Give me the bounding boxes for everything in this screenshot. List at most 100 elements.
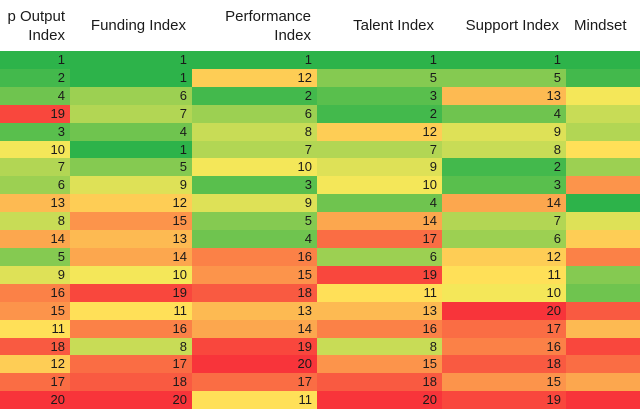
cell-talent-index: 9 — [317, 158, 442, 177]
cell-mindset — [566, 319, 640, 338]
cell-output-index: 7 — [0, 158, 70, 177]
cell-mindset — [566, 158, 640, 177]
cell-funding-index: 17 — [70, 355, 192, 374]
cell-funding-index: 6 — [70, 86, 192, 105]
cell-output-index: 11 — [0, 319, 70, 338]
table-row: 5 14 16 6 12 — [0, 247, 640, 266]
cell-funding-index: 5 — [70, 158, 192, 177]
cell-mindset — [566, 337, 640, 356]
cell-mindset — [566, 194, 640, 213]
cell-funding-index: 11 — [70, 301, 192, 320]
cell-mindset — [566, 391, 640, 410]
cell-talent-index: 11 — [317, 283, 442, 302]
table-row: 12 17 20 15 18 — [0, 355, 640, 374]
cell-support-index: 2 — [442, 158, 566, 177]
cell-output-index: 4 — [0, 86, 70, 105]
cell-support-index: 16 — [442, 337, 566, 356]
cell-funding-index: 8 — [70, 337, 192, 356]
table-row: 20 20 11 20 19 — [0, 391, 640, 410]
cell-performance-index: 13 — [192, 301, 317, 320]
cell-support-index: 14 — [442, 194, 566, 213]
cell-talent-index: 10 — [317, 176, 442, 195]
cell-funding-index: 1 — [70, 68, 192, 87]
cell-mindset — [566, 265, 640, 284]
cell-funding-index: 1 — [70, 51, 192, 69]
table-row: 19 7 6 2 4 — [0, 104, 640, 123]
header-line: Index — [274, 26, 311, 44]
cell-performance-index: 11 — [192, 391, 317, 410]
cell-performance-index: 8 — [192, 122, 317, 141]
cell-support-index: 6 — [442, 230, 566, 248]
header-line: Funding Index — [90, 17, 186, 34]
cell-talent-index: 5 — [317, 68, 442, 87]
cell-output-index: 9 — [0, 265, 70, 284]
cell-performance-index: 19 — [192, 337, 317, 356]
cell-talent-index: 19 — [317, 265, 442, 284]
table-row: 13 12 9 4 14 — [0, 194, 640, 213]
cell-mindset — [566, 247, 640, 266]
cell-support-index: 5 — [442, 68, 566, 87]
cell-mindset — [566, 68, 640, 87]
header-line: Index — [28, 26, 65, 44]
cell-mindset — [566, 355, 640, 374]
column-header-mindset[interactable]: Mindset — [566, 0, 640, 51]
cell-performance-index: 18 — [192, 283, 317, 302]
table-row: 18 8 19 8 16 — [0, 337, 640, 356]
cell-talent-index: 3 — [317, 86, 442, 105]
cell-mindset — [566, 122, 640, 141]
cell-mindset — [566, 140, 640, 159]
cell-talent-index: 20 — [317, 391, 442, 410]
column-header-output-index[interactable]: p Output Index — [0, 0, 70, 51]
cell-output-index: 17 — [0, 373, 70, 392]
cell-talent-index: 12 — [317, 122, 442, 141]
cell-talent-index: 15 — [317, 355, 442, 374]
cell-support-index: 3 — [442, 176, 566, 195]
cell-output-index: 16 — [0, 283, 70, 302]
cell-performance-index: 20 — [192, 355, 317, 374]
header-line: Performance — [225, 7, 311, 25]
cell-funding-index: 18 — [70, 373, 192, 392]
cell-performance-index: 10 — [192, 158, 317, 177]
cell-mindset — [566, 301, 640, 320]
cell-funding-index: 15 — [70, 212, 192, 231]
cell-mindset — [566, 283, 640, 302]
cell-talent-index: 16 — [317, 319, 442, 338]
cell-support-index: 9 — [442, 122, 566, 141]
column-header-performance-index[interactable]: Performance Index — [192, 0, 317, 51]
cell-funding-index: 1 — [70, 140, 192, 159]
cell-output-index: 3 — [0, 122, 70, 141]
cell-output-index: 12 — [0, 355, 70, 374]
cell-performance-index: 6 — [192, 104, 317, 123]
cell-performance-index: 5 — [192, 212, 317, 231]
header-row: p Output Index Funding Index Performance… — [0, 0, 640, 51]
cell-performance-index: 7 — [192, 140, 317, 159]
cell-funding-index: 13 — [70, 230, 192, 248]
cell-mindset — [566, 176, 640, 195]
cell-output-index: 6 — [0, 176, 70, 195]
table-row: 3 4 8 12 9 — [0, 122, 640, 141]
table-row: 16 19 18 11 10 — [0, 283, 640, 302]
cell-talent-index: 8 — [317, 337, 442, 356]
cell-output-index: 5 — [0, 247, 70, 266]
table-row: 7 5 10 9 2 — [0, 158, 640, 177]
cell-talent-index: 1 — [317, 51, 442, 69]
cell-funding-index: 7 — [70, 104, 192, 123]
column-header-funding-index[interactable]: Funding Index — [70, 0, 192, 51]
cell-talent-index: 13 — [317, 301, 442, 320]
cell-funding-index: 9 — [70, 176, 192, 195]
cell-support-index: 19 — [442, 391, 566, 410]
column-header-support-index[interactable]: Support Index — [442, 0, 566, 51]
table-row: 6 9 3 10 3 — [0, 176, 640, 195]
cell-mindset — [566, 230, 640, 248]
cell-support-index: 17 — [442, 319, 566, 338]
cell-mindset — [566, 86, 640, 105]
header-line: Support Index — [465, 17, 559, 34]
cell-performance-index: 2 — [192, 86, 317, 105]
table-row: 2 1 12 5 5 — [0, 68, 640, 87]
column-header-talent-index[interactable]: Talent Index — [317, 0, 442, 51]
cell-performance-index: 4 — [192, 230, 317, 248]
cell-talent-index: 18 — [317, 373, 442, 392]
cell-talent-index: 2 — [317, 104, 442, 123]
cell-performance-index: 9 — [192, 194, 317, 213]
cell-output-index: 18 — [0, 337, 70, 356]
